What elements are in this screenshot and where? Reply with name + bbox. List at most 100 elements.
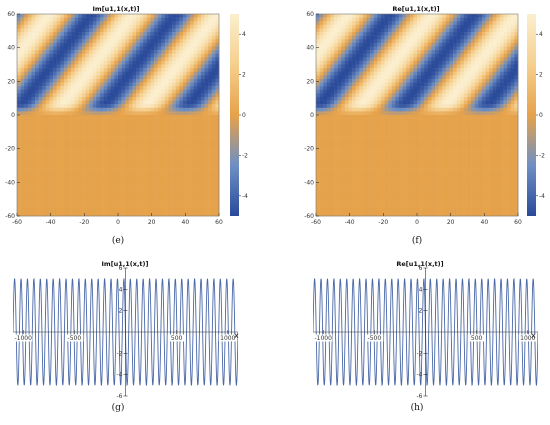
heatmap-cell-f (370, 64, 374, 69)
heatmap-cell-e (114, 140, 119, 145)
heatmap-cell-e (103, 104, 108, 109)
heatmap-cell-f (406, 100, 411, 105)
heatmap-cell-e (125, 147, 130, 152)
heatmap-cell-e (118, 176, 122, 181)
heatmap-cell-e (175, 17, 180, 22)
heatmap-cell-e (107, 172, 112, 177)
heatmap-cell-e (103, 147, 108, 152)
heatmap-cell-e (60, 133, 65, 137)
heatmap-cell-e (71, 208, 75, 213)
heatmap-cell-f (359, 107, 364, 112)
heatmap-cell-f (377, 100, 382, 105)
heatmap-cell-e (161, 140, 166, 145)
heatmap-cell-e (42, 115, 47, 119)
heatmap-cell-e (136, 197, 140, 202)
heatmap-cell-f (362, 46, 367, 51)
heatmap-cell-f (373, 93, 378, 98)
heatmap-cell-f (417, 71, 421, 76)
heatmap-cell-e (208, 71, 213, 76)
heatmap-cell-f (507, 89, 512, 94)
heatmap-cell-e (53, 129, 57, 134)
heatmap-cell-e (208, 115, 213, 119)
heatmap-cell-e (136, 129, 140, 134)
heatmap-cell-e (42, 21, 47, 26)
heatmap-cell-f (344, 125, 349, 130)
heatmap-cell-e (67, 161, 72, 166)
heatmap-cell-e (114, 205, 119, 210)
heatmap-cell-e (74, 75, 79, 80)
heatmap-cell-e (114, 136, 119, 141)
heatmap-cell-f (352, 129, 356, 134)
heatmap-cell-e (60, 64, 65, 69)
heatmap-cell-f (326, 96, 331, 101)
heatmap-cell-e (49, 197, 54, 202)
heatmap-cell-e (81, 107, 86, 112)
heatmap-cell-e (56, 205, 61, 210)
heatmap-cell-f (460, 86, 465, 90)
heatmap-cell-e (49, 104, 54, 109)
heatmap-cell-f (474, 39, 479, 44)
heatmap-cell-e (164, 172, 169, 177)
heatmap-cell-e (190, 165, 194, 170)
heatmap-cell-f (359, 122, 364, 127)
heatmap-cell-e (139, 71, 144, 76)
heatmap-cell-f (456, 96, 461, 101)
heatmap-cell-e (157, 53, 162, 58)
heatmap-cell-e (200, 78, 205, 83)
heatmap-cell-e (132, 205, 137, 210)
heatmap-cell-e (154, 158, 158, 163)
heatmap-cell-e (114, 111, 119, 116)
heatmap-cell-e (164, 35, 169, 40)
heatmap-cell-e (139, 176, 144, 181)
heatmap-cell-f (442, 17, 447, 22)
heatmap-cell-e (31, 111, 36, 116)
heatmap-cell-f (478, 68, 483, 72)
heatmap-cell-e (78, 14, 83, 18)
heatmap-cell-e (27, 28, 32, 33)
heatmap-cell-e (78, 161, 83, 166)
heatmap-cell-e (63, 115, 68, 119)
heatmap-cell-e (182, 71, 187, 76)
heatmap-cell-e (89, 28, 93, 33)
heatmap-cell-e (193, 53, 198, 58)
heatmap-cell-f (406, 82, 411, 87)
heatmap-cell-f (467, 17, 472, 22)
heatmap-cell-e (81, 111, 86, 116)
heatmap-cell-f (481, 57, 486, 62)
heatmap-cell-e (78, 21, 83, 26)
heatmap-cell-f (409, 60, 414, 65)
heatmap-cell-e (81, 154, 86, 159)
heatmap-cell-e (20, 125, 25, 130)
heatmap-cell-e (128, 89, 133, 94)
heatmap-cell-f (391, 104, 396, 109)
heatmap-cell-f (319, 89, 324, 94)
heatmap-cell-f (380, 35, 385, 40)
heatmap-cell-f (384, 104, 389, 109)
heatmap-cell-e (81, 147, 86, 152)
heatmap-cell-f (402, 46, 407, 51)
heatmap-cell-e (63, 21, 68, 26)
heatmap-cell-e (74, 46, 79, 51)
heatmap-cell-f (319, 50, 324, 54)
heatmap-cell-e (154, 136, 158, 141)
heatmap-cell-f (507, 111, 512, 116)
heatmap-cell-f (463, 86, 468, 90)
heatmap-cell-e (139, 125, 144, 130)
heatmap-cell-e (157, 197, 162, 202)
heatmap-cell-f (481, 93, 486, 98)
heatmap-cell-f (395, 86, 400, 90)
heatmap-cell-e (114, 96, 119, 101)
heatmap-cell-e (204, 136, 209, 141)
heatmap-cell-f (481, 53, 486, 58)
heatmap-cell-e (211, 46, 216, 51)
heatmap-cell-e (103, 46, 108, 51)
heatmap-cell-e (190, 75, 194, 80)
heatmap-cell-e (114, 147, 119, 152)
heatmap-cell-e (38, 35, 43, 40)
heatmap-cell-e (175, 89, 180, 94)
heatmap-cell-f (323, 21, 328, 26)
heatmap-cell-f (438, 46, 443, 51)
heatmap-cell-e (157, 194, 162, 199)
heatmap-cell-f (337, 28, 342, 33)
heatmap-cell-e (27, 53, 32, 58)
